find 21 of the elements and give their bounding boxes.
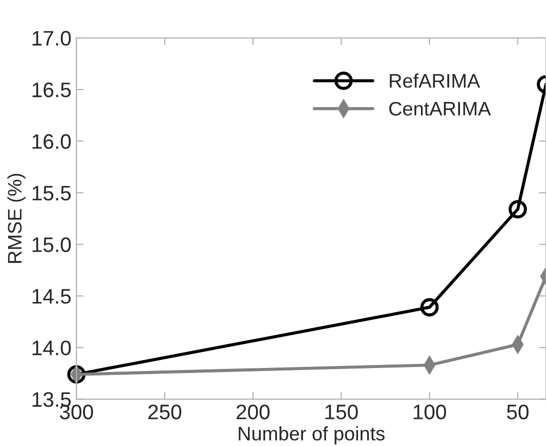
- y-tick-label: 15.0: [32, 237, 71, 252]
- x-tick-label: 250: [148, 404, 182, 420]
- y-tick-label: 16.0: [32, 134, 71, 149]
- y-tick-label: 17.0: [32, 30, 71, 46]
- y-tick-label: 16.5: [32, 82, 71, 98]
- y-tick-label: 14.5: [32, 289, 71, 304]
- legend-label: CentARIMA: [389, 102, 491, 116]
- point: [420, 298, 439, 316]
- x-tick-label: 150: [325, 404, 358, 420]
- x-axis-title: Number of points: [238, 426, 385, 444]
- y-tick-label: 14.0: [32, 340, 71, 356]
- x-tick-label: 50: [507, 404, 529, 420]
- point: [508, 200, 527, 218]
- x-tick-label: 300: [60, 404, 94, 420]
- x-tick-label: 200: [236, 404, 270, 420]
- y-tick-label: 15.5: [32, 186, 71, 200]
- point: [67, 365, 86, 384]
- y-tick-label: 13.5: [32, 392, 71, 407]
- x-tick-label: 100: [414, 404, 446, 420]
- legend-label: RefARIMA: [390, 73, 480, 88]
- y-axis-title: RMSE (%): [7, 174, 26, 263]
